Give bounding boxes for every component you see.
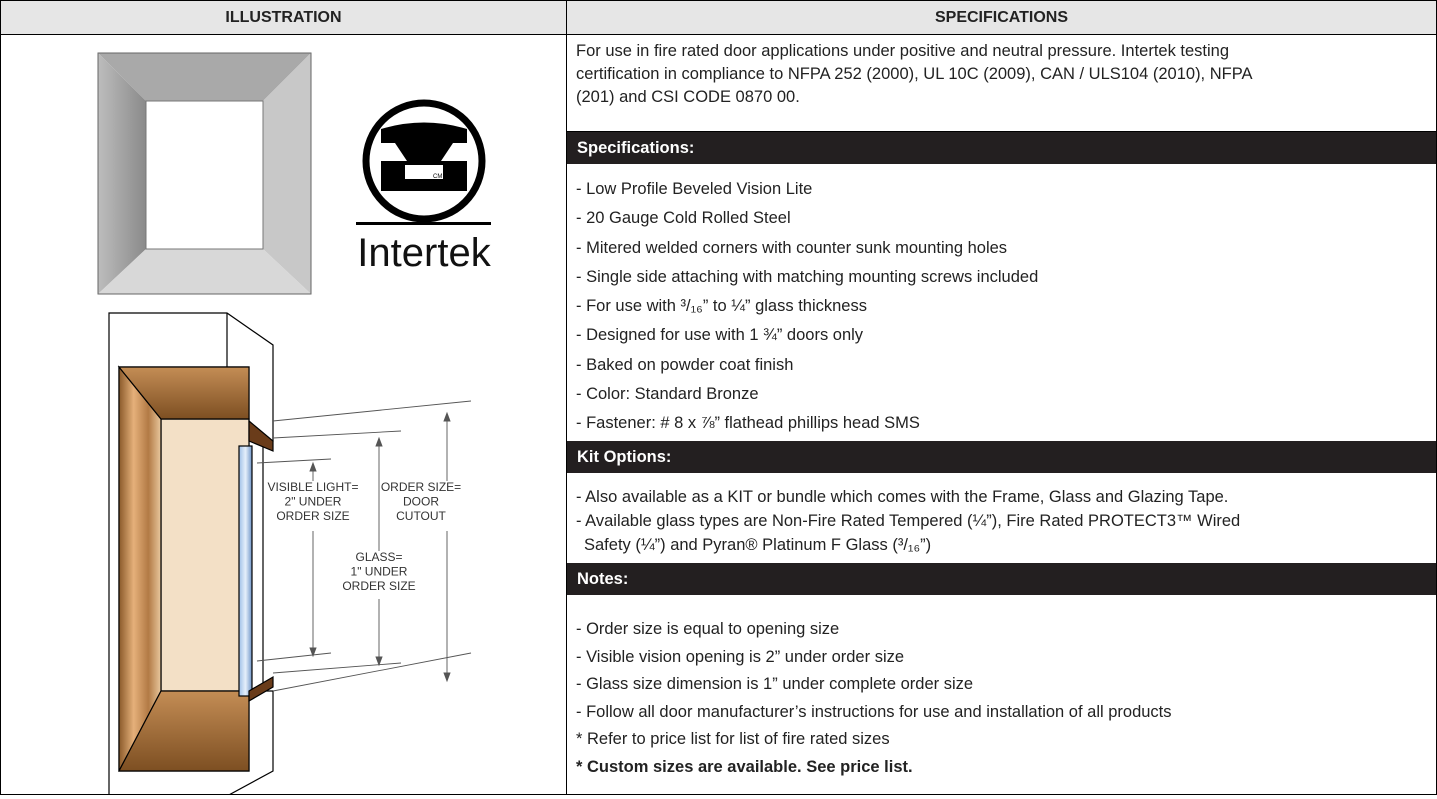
list-item: - Baked on powder coat finish	[576, 355, 794, 374]
list-item: - Designed for use with 1 ¾” doors only	[576, 326, 864, 345]
list-item: - Color: Standard Bronze	[576, 385, 759, 404]
dimension-label: GLASS=	[355, 550, 402, 564]
section-title: Specifications:	[567, 132, 1436, 164]
header-cell: SPECIFICATIONS	[567, 1, 1436, 35]
item-list: - Also available as a KIT or bundle whic…	[567, 473, 1436, 563]
logo-name: Intertek	[357, 231, 491, 275]
dimension-label: CUTOUT	[396, 509, 446, 523]
list-item: - Glass size dimension is 1” under compl…	[576, 675, 974, 693]
list-item: - Single side attaching with matching mo…	[576, 267, 1039, 286]
frame-photo	[97, 52, 312, 295]
section-title: Kit Options:	[567, 441, 1436, 473]
dimension-lines	[256, 400, 472, 692]
logo-mark: CM	[433, 174, 442, 180]
intro-text: For use in fire rated door applications …	[567, 35, 1436, 132]
list-item: - Fastener: # 8 x ⅞” flathead phillips h…	[576, 414, 920, 433]
list-item: * Refer to price list for list of fire r…	[576, 730, 890, 748]
dimension-label: 1" UNDER	[351, 565, 408, 579]
list-item: - For use with ³/₁₆” to ¼” glass thickne…	[576, 297, 867, 316]
intro-line: (201) and CSI CODE 0870 00.	[576, 88, 800, 106]
list-item: - Order size is equal to opening size	[576, 620, 840, 638]
illustration-cell: CM RECOGNIZED COMPONENT Intertek	[1, 35, 567, 797]
dimension-label: VISIBLE LIGHT=	[267, 480, 358, 494]
dimension-label: DOOR	[403, 495, 439, 509]
specifications-cell: For use in fire rated door applications …	[567, 35, 1436, 794]
item-line: Safety (¼”) and Pyran® Platinum F Glass …	[584, 536, 932, 554]
dimension-label: ORDER SIZE	[276, 509, 349, 523]
section-title: Notes:	[567, 563, 1436, 595]
item-list: - Low Profile Beveled Vision Lite - 20 Ga…	[567, 164, 1436, 441]
list-item: - Also available as a KIT or bundle whic…	[576, 488, 1229, 506]
dimension-label: ORDER SIZE	[342, 579, 415, 593]
illustration: CM RECOGNIZED COMPONENT Intertek	[97, 52, 492, 797]
list-item: - Follow all door manufacturer’s instruc…	[576, 702, 1172, 721]
intro-line: For use in fire rated door applications …	[576, 42, 1230, 60]
dimension-label: 2" UNDER	[285, 495, 342, 509]
list-item: - Low Profile Beveled Vision Lite	[576, 180, 813, 198]
intertek-logo: CM RECOGNIZED COMPONENT Intertek	[356, 99, 492, 275]
list-item: - Visible vision opening is 2” under ord…	[576, 647, 905, 666]
item-line: - Available glass types are Non-Fire Rat…	[576, 512, 1241, 530]
list-item: - Available glass types are Non-Fire Rat…	[576, 509, 1436, 557]
list-item: - 20 Gauge Cold Rolled Steel	[576, 209, 791, 228]
door-drawing	[108, 312, 274, 797]
item-list: - Order size is equal to opening size - V…	[567, 595, 1436, 794]
list-item: * Custom sizes are available. See price …	[576, 757, 913, 776]
intro-line: certification in compliance to NFPA 252 …	[576, 65, 1253, 83]
dimension-label: ORDER SIZE=	[381, 480, 461, 494]
list-item: - Mitered welded corners with counter su…	[576, 238, 1008, 257]
header-cell: ILLUSTRATION	[1, 1, 567, 35]
